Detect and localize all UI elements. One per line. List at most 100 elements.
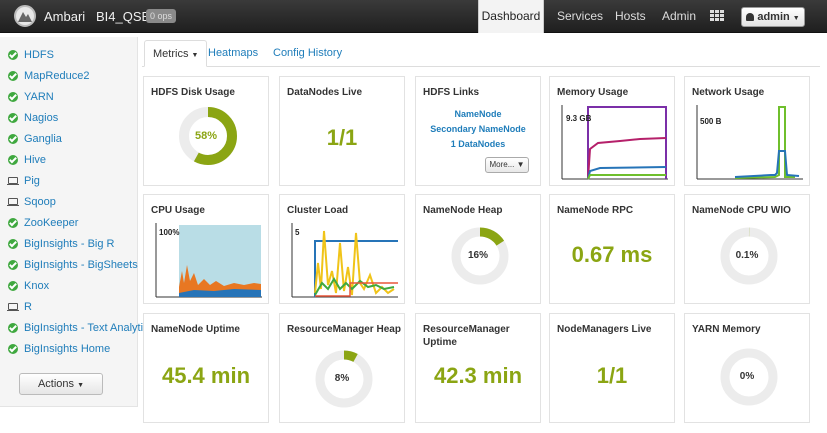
tab-config-history[interactable]: Config History [273, 47, 343, 59]
donut-value: 8% [334, 373, 350, 384]
widget-memory-usage[interactable]: Memory Usage 9.3 GB [549, 76, 675, 186]
more-links-button[interactable]: More... ▼ [485, 157, 529, 173]
client-laptop-icon [7, 177, 19, 185]
widget-title: NodeManagers Live [557, 324, 652, 335]
sidebar-service-nagios[interactable]: Nagios [0, 108, 150, 128]
status-ok-icon [8, 92, 18, 102]
widget-datanodes-live[interactable]: DataNodes Live 1/1 [279, 76, 405, 186]
widget-title: ResourceManager Uptime [423, 324, 510, 348]
status-ok-icon [8, 155, 18, 165]
widget-title: ResourceManager Heap [287, 324, 401, 335]
widget-resourcemanager-uptime[interactable]: ResourceManager Uptime 42.3 min [415, 313, 541, 423]
memory-usage-chart [561, 105, 668, 180]
chart-max-label: 5 [295, 228, 300, 237]
donut-value: 0.1% [735, 250, 759, 261]
widget-hdfs-disk-usage[interactable]: HDFS Disk Usage 58% [143, 76, 269, 186]
sidebar-service-zookeeper[interactable]: ZooKeeper [0, 213, 150, 233]
dashboard-tabs: Metrics ▼ Heatmaps Config History [142, 40, 820, 67]
user-icon [746, 13, 755, 21]
link-namenode[interactable]: NameNode [454, 109, 502, 119]
status-ok-icon [8, 50, 18, 60]
widget-cluster-load[interactable]: Cluster Load 5 [279, 194, 405, 304]
sidebar-service-hive[interactable]: Hive [0, 150, 150, 170]
widget-yarn-memory[interactable]: YARN Memory 0% [684, 313, 810, 423]
widget-value: 1/1 [326, 125, 358, 150]
actions-button[interactable]: Actions ▼ [19, 373, 103, 395]
status-ok-icon [8, 281, 18, 291]
widget-resourcemanager-heap[interactable]: ResourceManager Heap 8% [279, 313, 405, 423]
widget-title: CPU Usage [151, 205, 205, 216]
widget-namenode-uptime[interactable]: NameNode Uptime 45.4 min [143, 313, 269, 423]
widget-title: Network Usage [692, 87, 765, 98]
client-laptop-icon [7, 303, 19, 311]
widget-value: 42.3 min [433, 363, 523, 388]
chart-max-label: 100% [159, 228, 180, 237]
donut-value: 0% [739, 371, 755, 382]
status-ok-icon [8, 323, 18, 333]
widget-title: NameNode CPU WIO [692, 205, 791, 216]
ambari-logo-icon[interactable] [14, 5, 36, 27]
sidebar-service-bigsheets[interactable]: BigInsights - BigSheets [0, 255, 150, 275]
widget-hdfs-links: HDFS Links NameNode Secondary NameNode 1… [415, 76, 541, 186]
status-ok-icon [8, 218, 18, 228]
widget-network-usage[interactable]: Network Usage 500 B [684, 76, 810, 186]
link-datanodes[interactable]: 1 DataNodes [450, 139, 506, 149]
widget-title: NameNode Uptime [151, 324, 240, 335]
views-grid-icon[interactable] [710, 10, 724, 22]
caret-down-icon: ▼ [191, 52, 199, 59]
widget-title: YARN Memory [692, 324, 761, 335]
widget-title: HDFS Links [423, 87, 480, 98]
widget-namenode-cpu-wio[interactable]: NameNode CPU WIO 0.1% [684, 194, 810, 304]
widget-namenode-heap[interactable]: NameNode Heap 16% [415, 194, 541, 304]
sidebar-service-bigi-home[interactable]: BigInsights Home [0, 339, 150, 359]
widget-title: Cluster Load [287, 205, 349, 216]
nav-dashboard[interactable]: Dashboard [478, 0, 544, 33]
widget-title: HDFS Disk Usage [151, 87, 235, 98]
sidebar-service-bigr[interactable]: BigInsights - Big R [0, 234, 150, 254]
nav-hosts[interactable]: Hosts [615, 9, 646, 23]
background-ops-badge[interactable]: 0 ops [146, 9, 177, 23]
chart-max-label: 9.3 GB [566, 114, 592, 123]
sidebar-service-pig[interactable]: Pig [0, 171, 150, 191]
link-secondary-namenode[interactable]: Secondary NameNode [430, 124, 526, 134]
nav-admin[interactable]: Admin [662, 9, 697, 23]
brand-name[interactable]: Ambari [44, 9, 86, 24]
donut-chart [720, 348, 778, 406]
donut-chart [720, 227, 778, 285]
sidebar-service-yarn[interactable]: YARN [0, 87, 150, 107]
widget-value: 0.67 ms [571, 242, 653, 267]
widget-value: 1/1 [596, 363, 628, 388]
widget-title: NameNode RPC [557, 205, 634, 216]
tab-metrics[interactable]: Metrics ▼ [144, 40, 208, 67]
sidebar-service-r[interactable]: R [0, 297, 150, 317]
chart-max-label: 500 B [700, 117, 722, 126]
status-ok-icon [8, 260, 18, 270]
sidebar-service-mapreduce2[interactable]: MapReduce2 [0, 66, 150, 86]
donut-chart [451, 227, 509, 285]
sidebar-service-text-analytics[interactable]: BigInsights - Text Analytics [0, 318, 154, 338]
sidebar-service-ganglia[interactable]: Ganglia [0, 129, 150, 149]
cpu-usage-chart [155, 223, 262, 298]
caret-down-icon: ▼ [516, 160, 525, 169]
sidebar-service-knox[interactable]: Knox [0, 276, 150, 296]
widget-namenode-rpc[interactable]: NameNode RPC 0.67 ms [549, 194, 675, 304]
nav-services[interactable]: Services [557, 9, 604, 23]
status-ok-icon [8, 239, 18, 249]
sidebar-service-sqoop[interactable]: Sqoop [0, 192, 150, 212]
widget-nodemanagers-live[interactable]: NodeManagers Live 1/1 [549, 313, 675, 423]
status-ok-icon [8, 71, 18, 81]
top-navbar: Ambari BI4_QSE 0 ops Dashboard Services … [0, 0, 827, 33]
donut-value: 58% [194, 130, 218, 142]
donut-chart [179, 107, 237, 165]
donut-chart [315, 350, 373, 408]
tab-heatmaps[interactable]: Heatmaps [208, 47, 259, 59]
caret-down-icon: ▼ [77, 382, 85, 389]
services-sidebar: HDFS MapReduce2 YARN Nagios Ganglia Hive… [0, 37, 154, 407]
widget-cpu-usage[interactable]: CPU Usage 100% [143, 194, 269, 304]
user-menu-button[interactable]: admin ▼ [741, 7, 805, 27]
client-laptop-icon [7, 198, 19, 206]
widget-title: NameNode Heap [423, 205, 503, 216]
network-usage-chart [696, 105, 803, 180]
widget-value: 45.4 min [161, 363, 251, 388]
sidebar-service-hdfs[interactable]: HDFS [0, 45, 150, 65]
